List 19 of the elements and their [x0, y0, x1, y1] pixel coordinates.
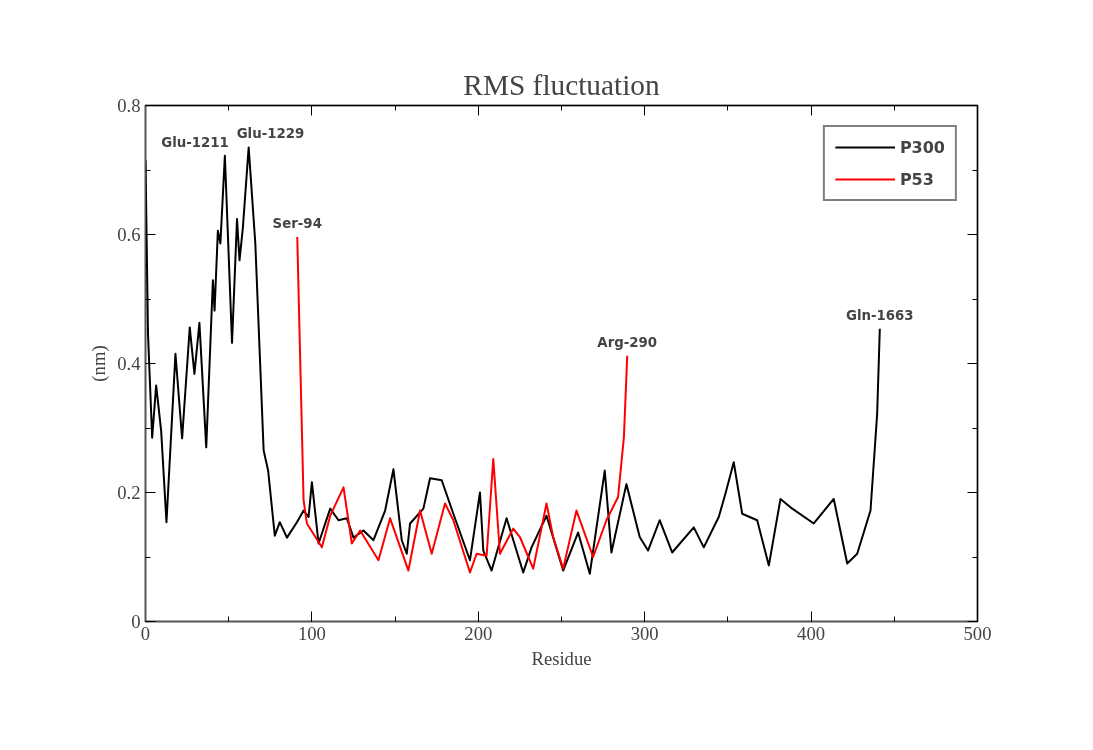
x-tick-label: 300 [630, 622, 659, 644]
x-tick-label: 100 [297, 622, 326, 644]
y-tick-label: 0.4 [117, 353, 142, 374]
y-tick-label: 0.8 [117, 95, 141, 116]
legend-label: P53 [899, 169, 934, 189]
annotation: Arg-290 [597, 334, 658, 350]
y-tick-label: 0.2 [117, 482, 141, 503]
annotation: Glu-1229 [236, 126, 305, 142]
y-axis-title: (nm) [88, 345, 111, 382]
annotation: Glu-1211 [161, 134, 229, 150]
annotation: Ser-94 [272, 216, 322, 232]
x-tick-label: 400 [797, 622, 826, 644]
annotation: Gln-1663 [846, 307, 914, 323]
legend-label: P300 [899, 137, 945, 157]
x-tick-label: 500 [963, 622, 992, 644]
x-axis-title: Residue [531, 647, 592, 669]
x-tick-label: 200 [464, 622, 493, 644]
chart-title: RMS fluctuation [463, 68, 660, 101]
y-tick-label: 0.6 [117, 224, 141, 245]
